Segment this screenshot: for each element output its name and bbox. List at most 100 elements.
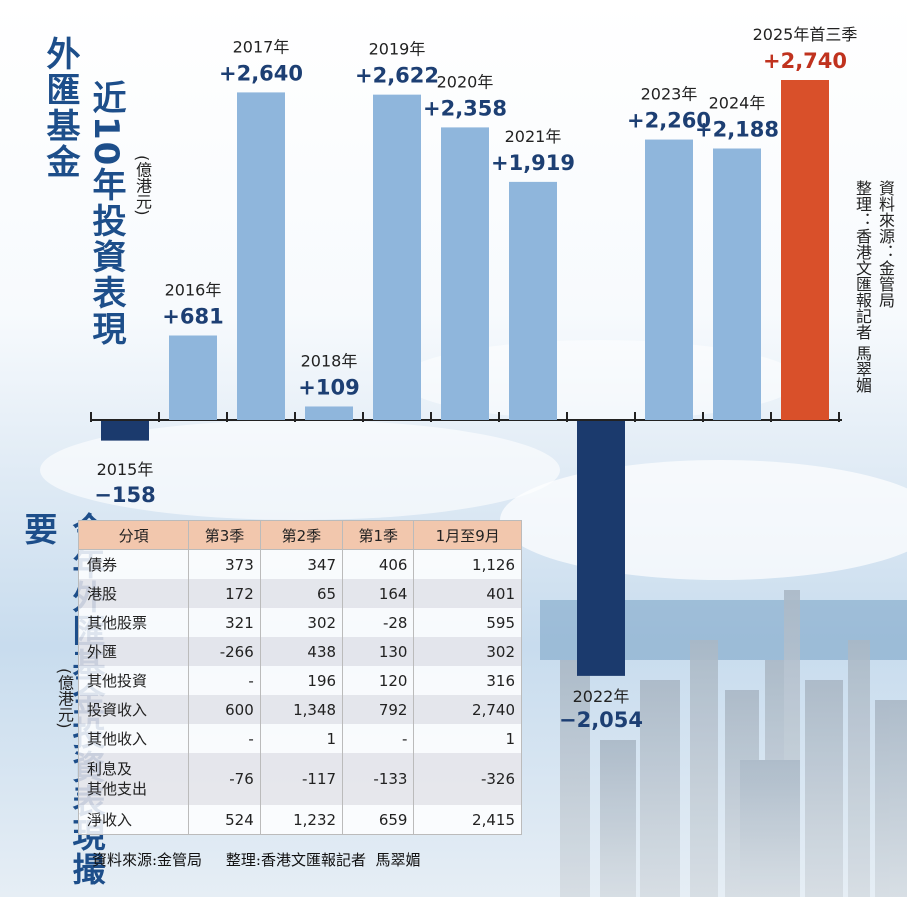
summary-table: 分項 第3季 第2季 第1季 1月至9月 債券 373 347 406 1,126 港股 172 65…: [77, 520, 522, 835]
table-cell: -: [188, 724, 261, 753]
table-cell: -266: [188, 637, 261, 666]
value-label-6: +1,919: [491, 151, 575, 175]
table-cell: -326: [413, 753, 522, 805]
table-header-2: 第2季: [259, 520, 344, 550]
table-cell: 316: [413, 666, 522, 695]
table-cell: -: [188, 666, 261, 695]
bar-2: [237, 92, 285, 421]
table-cell: 438: [259, 637, 344, 666]
table-cell: 65: [259, 579, 344, 608]
table-header-4: 1月至9月: [413, 520, 522, 550]
table-cell: 2,740: [413, 695, 522, 724]
bar-9: [713, 148, 761, 421]
table-cell: -133: [342, 753, 415, 805]
category-label-4: 2019年: [369, 40, 426, 59]
value-label-10: +2,740: [763, 49, 847, 73]
value-label-4: +2,622: [355, 64, 439, 88]
bar-7: [577, 421, 625, 676]
table-cell: 120: [342, 666, 415, 695]
row-label: 其他投資: [77, 666, 190, 695]
table-cell: 172: [188, 579, 261, 608]
bar-4: [373, 94, 421, 420]
row-label: 債券: [77, 549, 190, 579]
table-cell: 600: [188, 695, 261, 724]
category-label-5: 2020年: [437, 72, 494, 91]
table-cell: 659: [342, 805, 415, 835]
table-row: 淨收入 524 1,232 659 2,415: [77, 805, 522, 835]
chart-source: 資料來源：金管局: [876, 180, 895, 308]
skyline-buildings: [560, 590, 907, 897]
table-row: 港股 172 65 164 401: [77, 579, 522, 608]
category-label-0: 2015年: [97, 460, 154, 479]
table-cell: 321: [188, 608, 261, 637]
bar-1: [169, 335, 217, 420]
value-label-1: +681: [162, 304, 223, 328]
table-cell: 792: [342, 695, 415, 724]
bar-0: [101, 421, 149, 441]
table-row: 利息及 其他支出 -76 -117 -133 -326: [77, 753, 522, 805]
table-cell: 373: [188, 549, 261, 579]
value-label-3: +109: [298, 375, 359, 399]
bar-chart: 2015年 −158 2016年 +681 2017年 +2,640 2018年 +109 20…: [90, 25, 857, 732]
table-row: 其他投資 -196 120 316: [77, 666, 522, 695]
table-cell: 196: [259, 666, 344, 695]
category-label-3: 2018年: [301, 351, 358, 370]
row-label: 淨收入: [77, 805, 190, 835]
category-label-6: 2021年: [505, 127, 562, 146]
row-label: 外匯: [77, 637, 190, 666]
table-header-0: 分項: [77, 520, 190, 550]
table-unit: (億港元): [55, 668, 74, 729]
row-label: 其他股票: [77, 608, 190, 637]
table-cell: -: [342, 724, 415, 753]
chart-title-sub: 近10年投資表現: [86, 80, 126, 348]
value-label-0: −158: [94, 483, 155, 507]
table-cell: 595: [413, 608, 522, 637]
chart-unit: (億港元): [133, 155, 152, 216]
table-cell: 524: [188, 805, 261, 835]
table-cell: -76: [188, 753, 261, 805]
category-label-2: 2017年: [233, 37, 290, 56]
bar-3: [305, 406, 353, 420]
table-row: 投資收入 600 1,348 792 2,740: [77, 695, 522, 724]
bar-5: [441, 127, 489, 420]
bar-8: [645, 139, 693, 420]
table-cell: 347: [259, 549, 344, 579]
table-cell: -117: [259, 753, 344, 805]
row-label: 其他收入: [77, 724, 190, 753]
chart-title-main: 外匯基金: [40, 36, 80, 180]
table-header-row: 分項 第3季 第2季 第1季 1月至9月: [77, 520, 522, 550]
value-label-9: +2,188: [695, 117, 779, 141]
table-cell: 1,348: [259, 695, 344, 724]
table-cell: 406: [342, 549, 415, 579]
table-cell: 401: [413, 579, 522, 608]
table-cell: 164: [342, 579, 415, 608]
value-label-7: −2,054: [559, 708, 643, 732]
table-cell: 302: [413, 637, 522, 666]
row-label: 港股: [77, 579, 190, 608]
table-header-3: 第1季: [342, 520, 415, 550]
value-label-2: +2,640: [219, 61, 303, 85]
value-label-8: +2,260: [627, 109, 711, 133]
table-cell: 1,232: [259, 805, 344, 835]
table-row: 其他收入 -1-1: [77, 724, 522, 753]
table-row: 債券 373 347 406 1,126: [77, 549, 522, 579]
category-label-10: 2025年首三季: [753, 25, 858, 44]
category-label-7: 2022年: [573, 687, 630, 706]
value-label-5: +2,358: [423, 96, 507, 120]
table-row: 其他股票 321 302 -28 595: [77, 608, 522, 637]
chart-credit: 整理：香港文匯報記者 馬翠媚: [853, 180, 872, 394]
category-label-8: 2023年: [641, 85, 698, 104]
table-source: 資料來源:金管局 整理:香港文匯報記者 馬翠媚: [92, 851, 421, 869]
table-cell: 1,126: [413, 549, 522, 579]
table-cell: 1: [259, 724, 344, 753]
table-body: 債券 373 347 406 1,126 港股 172 65 164 401 其他股票 321 302-…: [77, 549, 522, 835]
category-label-9: 2024年: [709, 93, 766, 112]
row-label: 利息及 其他支出: [77, 753, 190, 805]
table-cell: 302: [259, 608, 344, 637]
table-cell: -28: [342, 608, 415, 637]
bar-10: [781, 80, 829, 420]
table-row: 外匯 -266 438 130 302: [77, 637, 522, 666]
bar-6: [509, 181, 557, 420]
table-cell: 130: [342, 637, 415, 666]
row-label: 投資收入: [77, 695, 190, 724]
